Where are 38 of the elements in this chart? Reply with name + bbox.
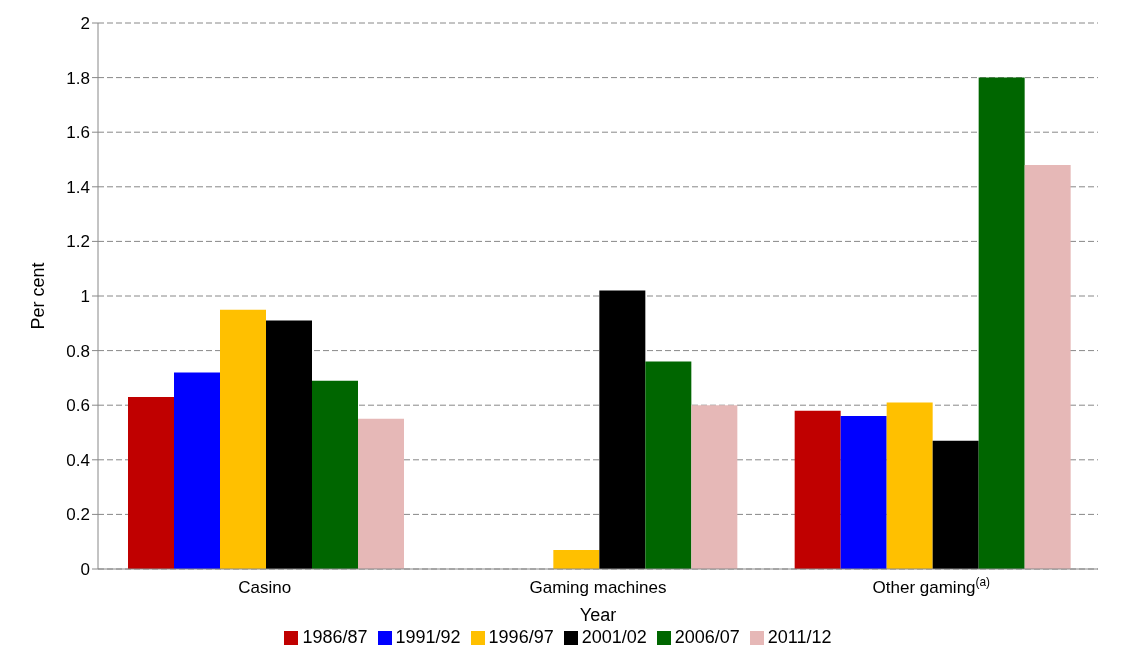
bar	[978, 77, 1025, 569]
bar	[553, 549, 600, 569]
y-tick-label: 1.4	[66, 177, 90, 197]
legend-label: 1986/87	[302, 627, 368, 647]
bar	[128, 397, 174, 569]
bar	[840, 416, 887, 569]
legend-label: 1996/97	[488, 627, 554, 647]
bar	[358, 418, 404, 569]
bar	[932, 440, 979, 569]
y-tick-label: 0.8	[66, 341, 90, 361]
x-tick-label: Gaming machines	[529, 578, 667, 597]
bar	[266, 320, 312, 569]
bar	[794, 410, 841, 569]
x-tick-label: Other gaming$^{(a)}$	[872, 575, 991, 597]
bar	[312, 380, 358, 569]
bar	[1024, 164, 1071, 569]
legend-label: 2006/07	[674, 627, 740, 647]
y-tick-label: 0.6	[66, 396, 90, 416]
bar	[599, 290, 646, 569]
y-tick-label: 0.2	[66, 505, 90, 525]
y-tick-label: 1	[80, 287, 90, 307]
y-tick-label: 1.6	[66, 123, 90, 143]
x-tick-label: Casino	[238, 578, 292, 597]
legend-label: 2011/12	[767, 627, 832, 647]
legend-label: 2001/02	[581, 627, 647, 647]
bar	[174, 372, 220, 569]
y-tick-label: 2	[80, 14, 90, 34]
y-tick-label: 1.8	[66, 68, 90, 88]
legend-label: 1991/92	[395, 627, 461, 647]
y-tick-label: 1.2	[66, 232, 90, 252]
bar	[886, 402, 933, 569]
bar	[220, 309, 266, 569]
y-tick-label: 0.4	[66, 450, 90, 470]
y-axis-title: Per cent	[28, 262, 49, 330]
bar	[691, 405, 738, 569]
bar	[645, 361, 692, 569]
y-tick-label: 0	[80, 560, 90, 580]
x-axis-title: Year	[579, 605, 617, 625]
